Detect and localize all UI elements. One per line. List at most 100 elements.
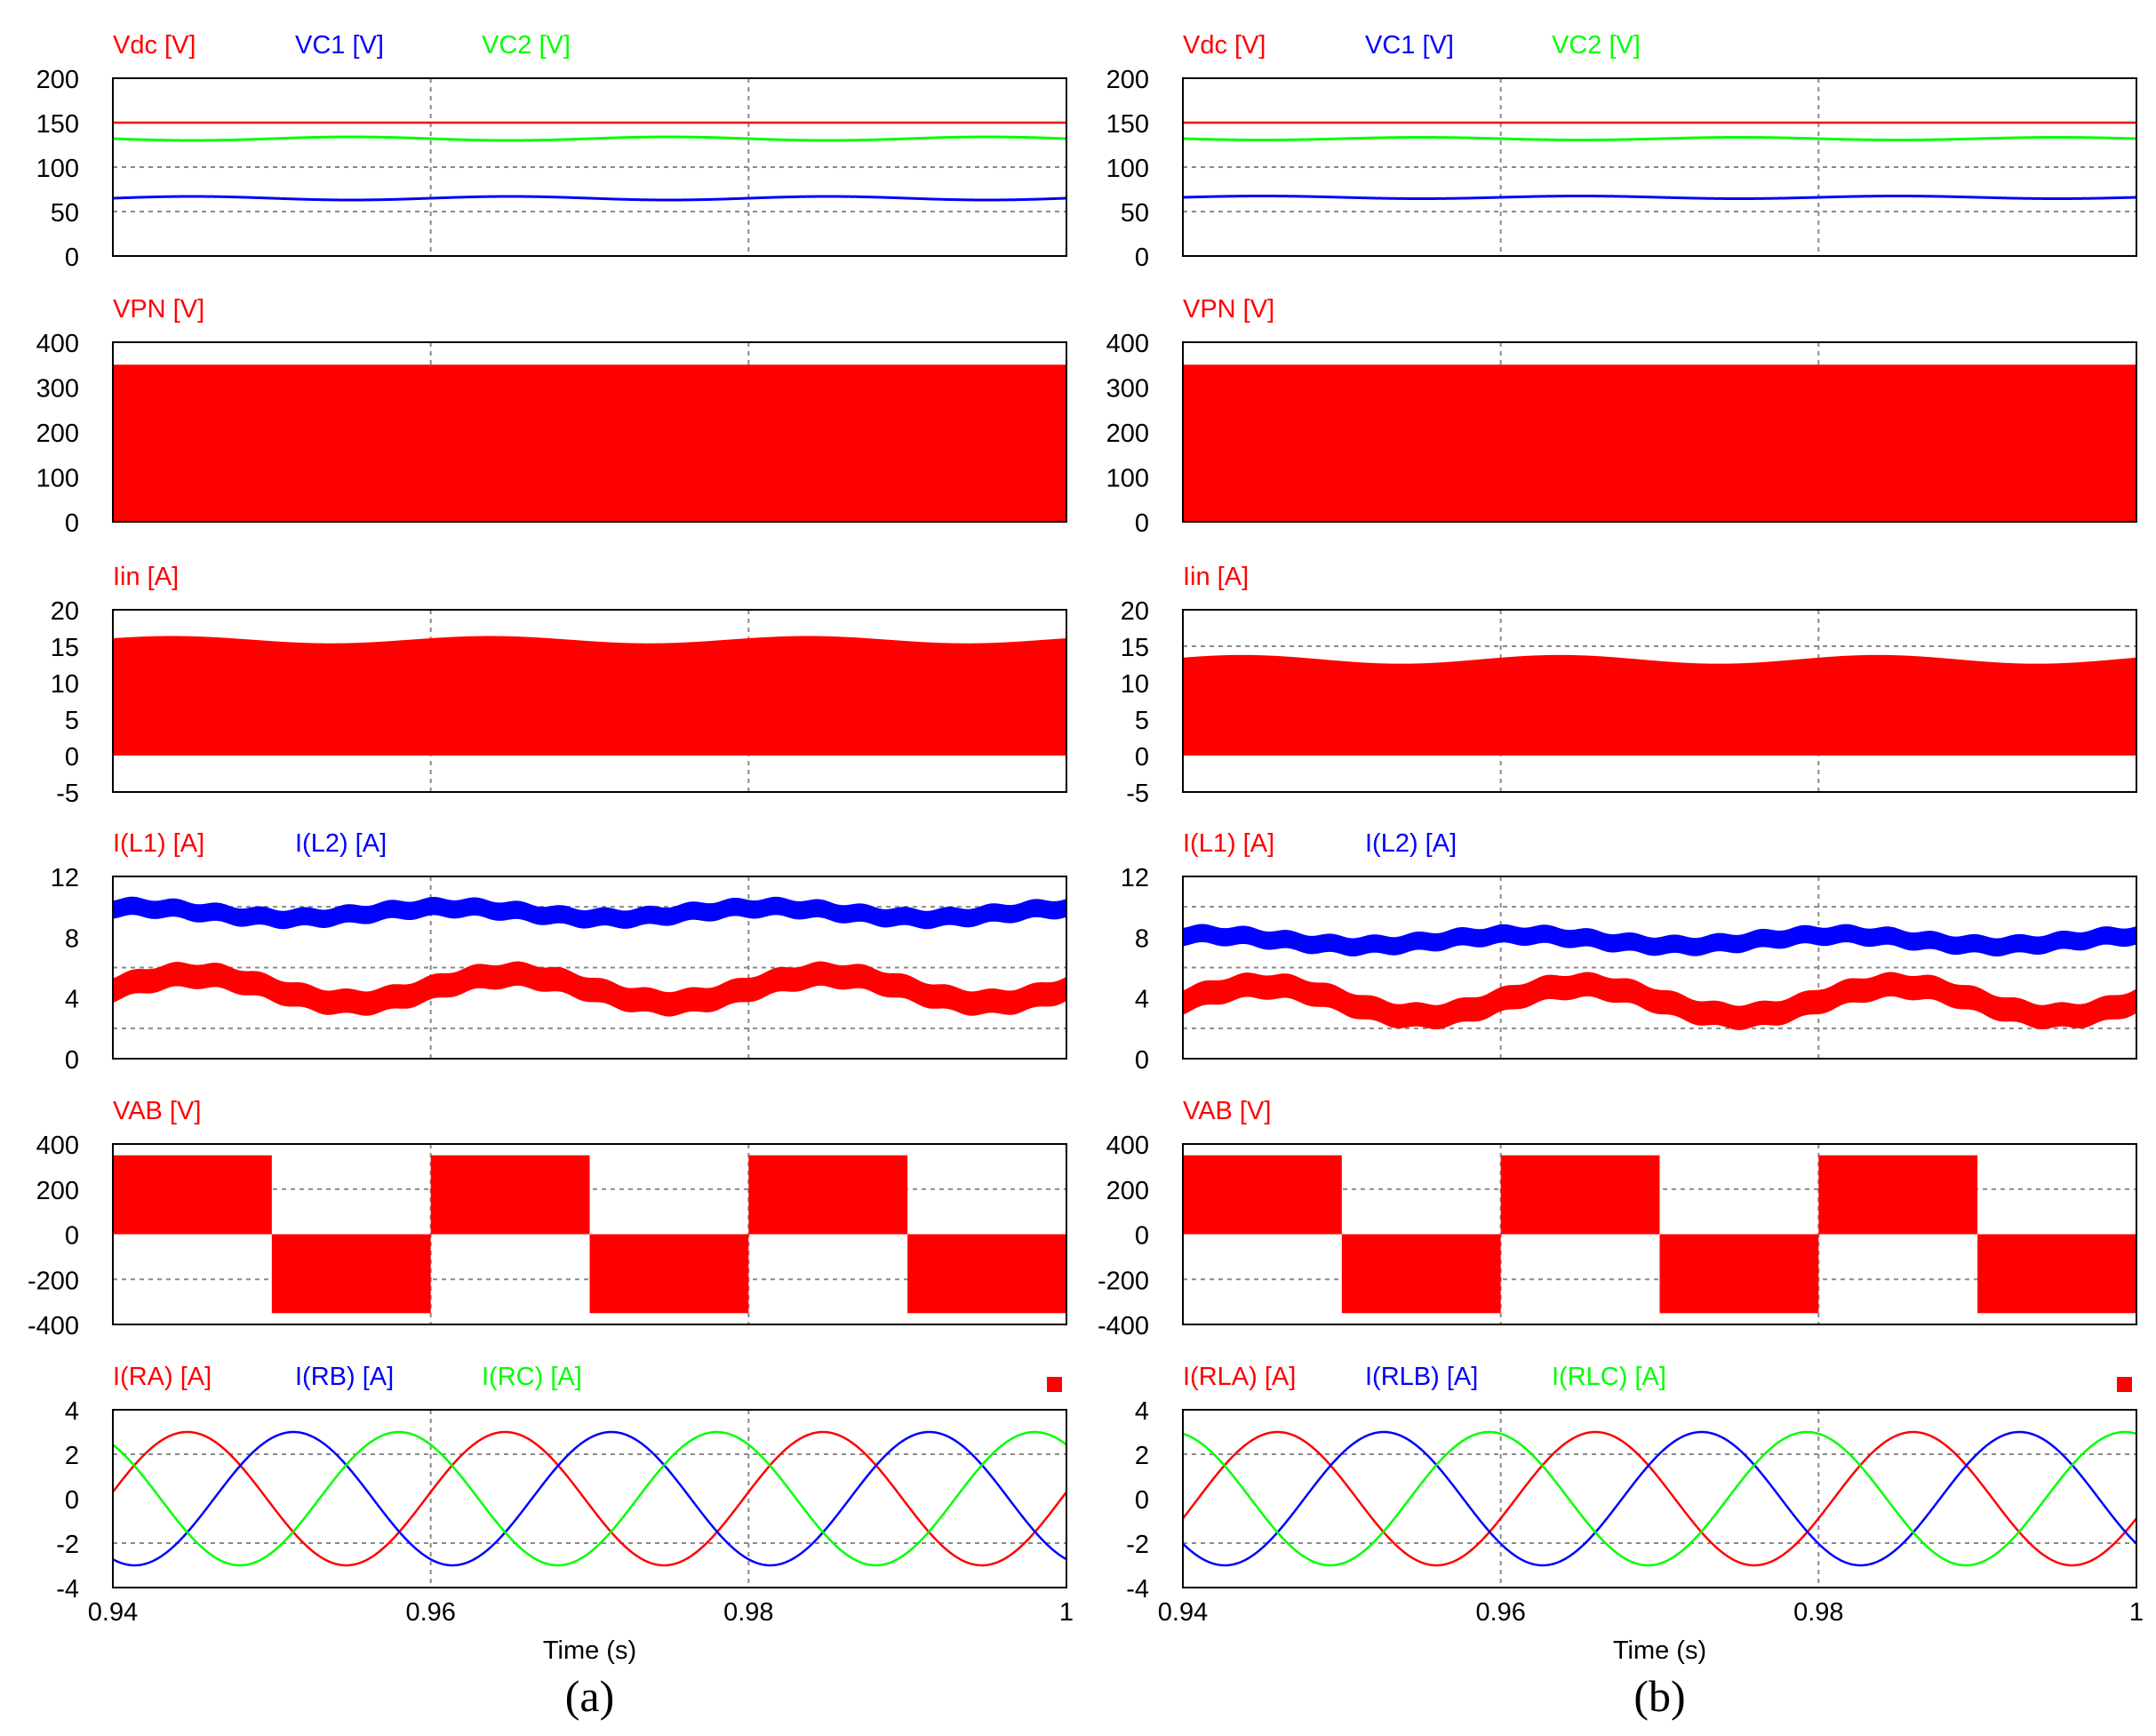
panel-vdc-ytick-label: 200	[36, 66, 79, 94]
legend-marker	[1047, 1377, 1062, 1392]
panel-vdc-series-1-line	[1183, 195, 2136, 200]
panel-vdc-ytick-label: 0	[65, 244, 79, 272]
panel-vdc-series-group	[113, 121, 1066, 202]
panel-ir-frame	[1182, 1409, 2137, 1588]
panel-vdc-ytick-label: 150	[36, 110, 79, 139]
panel-iin-ytick-label: 15	[1121, 634, 1149, 662]
panel-iin-ytick-label: -5	[1126, 780, 1149, 808]
panel-ir-series-0-label: I(RLA) [A]	[1183, 1363, 1296, 1391]
panel-vab-series-0-block	[113, 1155, 272, 1235]
panel-vab-series-0-block	[1659, 1234, 1819, 1314]
panel-ir-ytick-label: 2	[1135, 1442, 1149, 1470]
panel-vab-ytick-label: -200	[1098, 1267, 1149, 1295]
panel-vab-series-0-block	[271, 1234, 431, 1314]
panel-vab-series-0-block	[589, 1234, 749, 1314]
panel-iin-ytick-label: 0	[1135, 743, 1149, 772]
panel-il-series-1-label: I(L2) [A]	[1365, 829, 1457, 858]
panel-vdc-frame	[112, 77, 1067, 257]
panel-vpn-ytick-label: 200	[36, 420, 79, 448]
panel-il: I(L1) [A] I(L2) [A] 0 4 8 12	[51, 829, 1067, 1075]
panel-ir-series-0-line	[113, 1430, 1066, 1567]
panel-vab-series-0-block	[430, 1155, 590, 1235]
panel-vab-ytick-label: 200	[1106, 1177, 1149, 1205]
panel-ir-series-group	[1183, 1430, 2136, 1567]
panel-vdc-series-2-label: VC2 [V]	[482, 31, 571, 60]
panel-ir-ytick-label: -2	[1126, 1531, 1149, 1559]
panel-vab-series-0-block	[1500, 1155, 1660, 1235]
panel-ir-series-1-label: I(RLB) [A]	[1365, 1363, 1478, 1391]
panel-vdc-ytick-label: 100	[36, 155, 79, 183]
panel-vdc-series-2-line	[1183, 136, 2136, 141]
panel-il-series-group	[113, 896, 1066, 1017]
panel-vpn-ytick-label: 400	[1106, 330, 1149, 358]
panel-iin: Iin [A] -5 0 5 10 15 20	[51, 563, 1067, 808]
panel-ir-series-1-line	[1183, 1430, 2136, 1567]
panel-vab-ytick-label: 0	[65, 1222, 79, 1251]
panel-vab: VAB [V] -400 -200 0 200 400	[1098, 1097, 2137, 1340]
panel-il-ytick-label: 4	[65, 986, 79, 1014]
panel-vpn-ytick-label: 100	[1106, 465, 1149, 493]
panel-ir-ytick-label: 4	[65, 1397, 79, 1426]
x-tick-label: 0.94	[1158, 1598, 1208, 1627]
panel-il: I(L1) [A] I(L2) [A] 0 4 8 12	[1121, 829, 2137, 1075]
panel-vab-series-0-block	[1183, 1155, 1342, 1235]
panel-vdc-frame	[1182, 77, 2137, 257]
panel-ir-series-group	[113, 1430, 1066, 1567]
panel-il-series-1-label: I(L2) [A]	[295, 829, 387, 858]
panel-vpn-series-0-band	[1183, 364, 2136, 522]
panel-vdc-series-0-label: Vdc [V]	[113, 31, 196, 60]
panel-iin-ytick-label: 10	[51, 670, 79, 699]
panel-iin-ytick-label: 20	[1121, 597, 1149, 626]
x-tick-label: 1	[1059, 1598, 1074, 1627]
panel-vab-frame	[112, 1143, 1067, 1325]
panel-vdc-ytick-label: 50	[1121, 199, 1149, 228]
panel-vab: VAB [V] -400 -200 0 200 400	[28, 1097, 1067, 1340]
panel-vab-ytick-label: 400	[36, 1132, 79, 1160]
panel-vab-ytick-label: -200	[28, 1267, 79, 1295]
panel-vdc-ytick-label: 200	[1106, 66, 1149, 94]
panel-iin-frame	[112, 609, 1067, 793]
panel-vdc-ytick-label: 150	[1106, 110, 1149, 139]
panel-il-ytick-label: 0	[1135, 1046, 1149, 1075]
panel-il-ytick-label: 12	[1121, 864, 1149, 892]
panel-vdc-series-1-line	[113, 195, 1066, 202]
panel-il-series-0-band	[1183, 972, 2136, 1030]
panel-vpn-ytick-label: 300	[36, 375, 79, 404]
panel-il-series-1-band	[113, 896, 1066, 930]
panel-ir-ytick-label: 2	[65, 1442, 79, 1470]
panel-vdc-ytick-label: 0	[1135, 244, 1149, 272]
panel-il-series-0-label: I(L1) [A]	[1183, 829, 1274, 858]
panel-iin-ytick-label: -5	[56, 780, 79, 808]
panel-iin-series-0-label: Iin [A]	[1183, 563, 1249, 591]
panel-ir-ytick-label: 0	[1135, 1486, 1149, 1515]
x-tick-label: 0.96	[1475, 1598, 1525, 1627]
panel-ir-series-2-line	[1183, 1430, 2136, 1567]
panel-ir: I(RLA) [A] I(RLB) [A] I(RLC) [A] -4 -2 0 2 4	[1126, 1363, 2137, 1604]
panel-ir-ytick-label: -4	[56, 1575, 79, 1604]
panel-vdc-series-group	[1183, 121, 2136, 200]
panel-vab-series-0-block	[1977, 1234, 2136, 1314]
panel-ir-ytick-label: -4	[1126, 1575, 1149, 1604]
panel-vpn-frame	[1182, 341, 2137, 523]
panel-vpn-ytick-label: 400	[36, 330, 79, 358]
panel-vpn-ytick-label: 100	[36, 465, 79, 493]
panel-ir-ytick-label: 0	[65, 1486, 79, 1515]
panel-il-series-0-band	[113, 961, 1066, 1017]
panel-vab-series-0-block	[907, 1234, 1066, 1314]
panel-vpn: VPN [V] 0 100 200 300 400	[36, 295, 1067, 538]
panel-vab-ytick-label: -400	[1098, 1312, 1149, 1340]
panel-ir-series-2-label: I(RC) [A]	[482, 1363, 582, 1391]
panel-vdc-series-2-label: VC2 [V]	[1552, 31, 1641, 60]
panel-vpn-ytick-label: 0	[65, 509, 79, 538]
panel-iin-ytick-label: 5	[1135, 707, 1149, 735]
panel-vpn-series-0-band	[113, 364, 1066, 522]
panel-vab-series-0-label: VAB [V]	[113, 1097, 201, 1125]
panel-vab-series-group	[1183, 1155, 2136, 1314]
panel-ir-series-1-line	[113, 1430, 1066, 1567]
panel-vdc-series-2-line	[113, 135, 1066, 142]
panel-vpn-series-0-label: VPN [V]	[1183, 295, 1274, 324]
